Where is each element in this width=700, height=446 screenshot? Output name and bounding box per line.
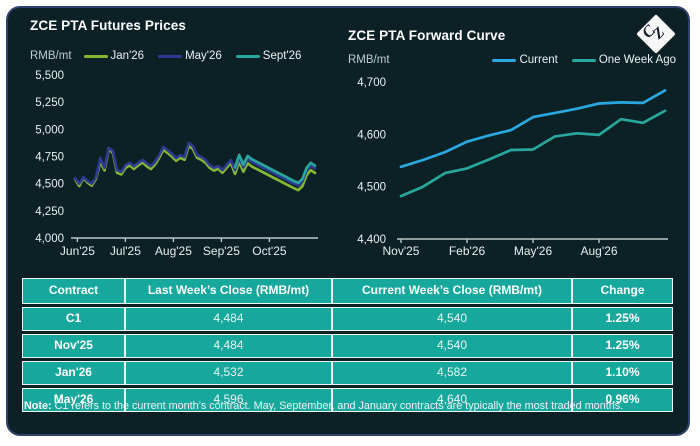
- last-week-close-cell: 4,484: [125, 307, 332, 331]
- logo-monogram: C Z: [636, 14, 676, 54]
- change-cell: 1.25%: [572, 334, 673, 358]
- y-axis-tick-label: 4,250: [35, 206, 64, 218]
- forward-legend-items: Current One Week Ago: [492, 54, 676, 66]
- series-line-one-week-ago: [399, 109, 667, 198]
- x-axis-tick-label: Aug'25: [155, 244, 192, 258]
- y-axis-tick-label: 5,250: [35, 97, 64, 109]
- y-axis-tick-label: 5,500: [35, 70, 64, 82]
- change-cell: 1.25%: [572, 307, 673, 331]
- y-axis-tick-label: 4,700: [357, 77, 386, 89]
- forward-curve-title: ZCE PTA Forward Curve: [348, 28, 506, 43]
- current-week-close-cell: 4,540: [332, 307, 572, 331]
- x-axis-tick-label: Oct'25: [252, 244, 287, 258]
- futures-price-chart: 5,500 5,250 5,000 4,750 4,500 4,250 4,000Jun'2…: [35, 70, 318, 258]
- legend-item-sept-26: Sept'26: [235, 50, 302, 62]
- y-axis-tick-label: 5,000: [35, 124, 64, 136]
- header-last-week-close-cell: Last Week’s Close (RMB/mt): [125, 278, 332, 304]
- legend-swatch: [158, 54, 183, 58]
- legend-item-current: Current: [492, 54, 558, 66]
- futures-chart-title: ZCE PTA Futures Prices: [30, 18, 186, 33]
- y-axis-tick-label: 4,500: [357, 182, 386, 194]
- contract-cell: Jan'26: [22, 361, 125, 385]
- report-card: C Z ZCE PTA Futures Prices RMB/mt Jan'26…: [6, 6, 690, 436]
- x-axis-tick-label: Aug'26: [581, 244, 618, 258]
- y-axis-tick-label: 4,600: [357, 129, 386, 141]
- series-line-current: [399, 89, 667, 169]
- futures-legend-items: Jan'26 May'26 Sept'26: [83, 50, 302, 62]
- contracts-table: Contract Last Week’s Close (RMB/mt) Curren…: [22, 278, 673, 415]
- last-week-close-cell: 4,484: [125, 334, 332, 358]
- x-axis-tick-label: Jul'25: [110, 244, 141, 258]
- forward-y-unit: RMB/mt: [348, 54, 390, 66]
- y-axis-tick-label: 4,750: [35, 152, 64, 164]
- legend-label: May'26: [185, 50, 222, 62]
- current-week-close-cell: 4,582: [332, 361, 572, 385]
- series-line-may-26: [73, 141, 317, 187]
- change-cell: 1.10%: [572, 361, 673, 385]
- cz-logo: C Z: [634, 12, 678, 56]
- legend-swatch: [492, 58, 517, 62]
- x-axis-tick-label: Sep'25: [203, 244, 240, 258]
- footnote-text: C1 refers to the current month’s contrac…: [54, 400, 624, 412]
- legend-item-may-26: May'26: [158, 50, 222, 62]
- x-axis-tick-label: Feb'26: [449, 244, 486, 258]
- y-axis-tick-label: 4,400: [357, 234, 386, 246]
- footnote-label: Note:: [24, 400, 52, 412]
- futures-y-unit: RMB/mt: [30, 50, 72, 62]
- x-axis-tick-label: Nov'25: [383, 244, 420, 258]
- last-week-close-cell: 4,596: [125, 388, 332, 412]
- table-row: May'26 4,596 4,640 0.96%: [22, 388, 673, 412]
- legend-item-one-week-ago: One Week Ago: [571, 54, 676, 66]
- futures-chart-legend: RMB/mt Jan'26 May'26 Sept'26: [30, 50, 301, 62]
- legend-label: Current: [519, 54, 558, 66]
- legend-swatch: [83, 54, 108, 58]
- x-axis-tick-label: Jun'25: [60, 244, 95, 258]
- forward-curve-legend: RMB/mt Current One Week Ago: [348, 54, 676, 66]
- current-week-close-cell: 4,640: [332, 388, 572, 412]
- legend-swatch: [235, 54, 260, 58]
- footnote: Note: C1 refers to the current month’s c…: [24, 398, 676, 414]
- y-axis-tick-label: 4,000: [35, 233, 64, 245]
- table-row: C1 4,484 4,540 1.25%: [22, 307, 673, 331]
- last-week-close-cell: 4,532: [125, 361, 332, 385]
- table-body: C1 4,484 4,540 1.25% Nov'25 4,484 4,540 1.25% Ja…: [22, 307, 673, 412]
- contract-cell: May'26: [22, 388, 125, 412]
- legend-label: One Week Ago: [598, 54, 676, 66]
- table-row: Nov'25 4,484 4,540 1.25%: [22, 334, 673, 358]
- x-axis-tick-label: May'26: [514, 244, 553, 258]
- legend-swatch: [571, 58, 596, 62]
- contract-cell: C1: [22, 307, 125, 331]
- contract-cell: Nov'25: [22, 334, 125, 358]
- change-cell: 0.96%: [572, 388, 673, 412]
- current-week-close-cell: 4,540: [332, 334, 572, 358]
- legend-label: Sept'26: [262, 50, 302, 62]
- series-line-sept-26: [233, 153, 317, 185]
- header-current-week-close-cell: Current Week’s Close (RMB/mt): [332, 278, 572, 304]
- table-header-row: Contract Last Week’s Close (RMB/mt) Curren…: [22, 278, 673, 304]
- table-row: Jan'26 4,532 4,582 1.10%: [22, 361, 673, 385]
- header-change-cell: Change: [572, 278, 673, 304]
- y-axis-tick-label: 4,500: [35, 179, 64, 191]
- header-contract-cell: Contract: [22, 278, 125, 304]
- legend-label: Jan'26: [110, 50, 145, 62]
- legend-item-jan-26: Jan'26: [83, 50, 145, 62]
